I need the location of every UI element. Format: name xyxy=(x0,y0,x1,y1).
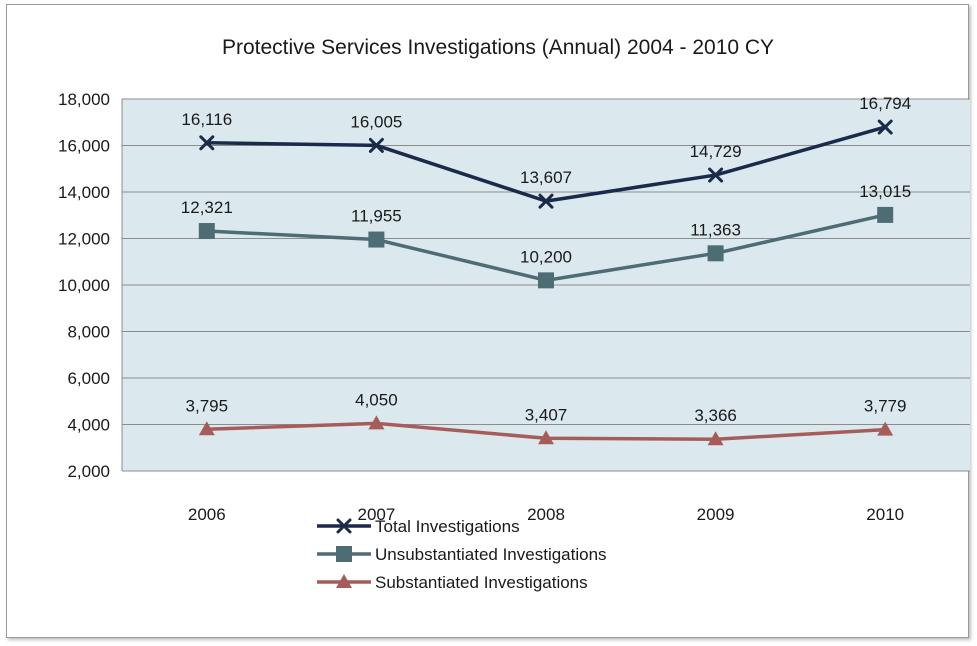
data-label: 16,116 xyxy=(181,110,232,129)
series-group xyxy=(198,119,894,446)
legend-marker xyxy=(336,518,352,534)
y-tick-label: 16,000 xyxy=(58,137,110,156)
data-point xyxy=(538,193,554,209)
data-point xyxy=(368,137,384,153)
data-label: 3,795 xyxy=(186,396,229,415)
data-point xyxy=(707,431,724,446)
legend: Total Investigations Unsubstantiated Inve… xyxy=(317,517,607,592)
marker-stroke xyxy=(368,137,384,153)
x-tick-label: 2006 xyxy=(188,505,226,524)
legend-label: Total Investigations xyxy=(375,517,520,536)
data-label: 3,407 xyxy=(525,405,568,424)
data-label: 4,050 xyxy=(355,390,398,409)
x-tick-label: 2007 xyxy=(357,505,395,524)
y-tick-label: 10,000 xyxy=(58,276,110,295)
data-point xyxy=(877,119,893,135)
data-point xyxy=(199,135,215,151)
y-tick-label: 6,000 xyxy=(67,369,110,388)
data-label: 14,729 xyxy=(690,142,742,161)
y-tick-label: 18,000 xyxy=(58,90,110,109)
x-tick-label: 2008 xyxy=(527,505,565,524)
data-point xyxy=(877,206,894,223)
y-tick-label: 14,000 xyxy=(58,183,110,202)
data-point xyxy=(707,245,724,262)
line-chart: Protective Services Investigations (Annu… xyxy=(58,36,970,592)
data-point xyxy=(708,167,724,183)
data-point xyxy=(538,272,554,289)
legend-label: Substantiated Investigations xyxy=(375,573,588,592)
plot-area xyxy=(122,98,970,472)
data-label: 10,200 xyxy=(520,247,572,266)
data-label: 11,363 xyxy=(690,220,741,239)
marker-stroke xyxy=(336,518,352,534)
y-tick-label: 2,000 xyxy=(67,462,110,481)
axes: 2,000 4,000 6,000 8,000 10,000 12,000 14,000 16… xyxy=(58,90,970,524)
data-label: 16,794 xyxy=(859,94,911,113)
marker-stroke xyxy=(708,167,724,183)
data-label: 16,005 xyxy=(350,112,402,131)
legend-marker xyxy=(336,546,352,562)
y-tick-label: 12,000 xyxy=(58,230,110,249)
y-tick-label: 8,000 xyxy=(67,323,110,342)
x-tick-label: 2010 xyxy=(866,505,904,524)
data-label: 3,779 xyxy=(864,397,907,416)
data-point xyxy=(538,430,554,445)
data-point xyxy=(877,421,894,436)
data-point xyxy=(198,421,215,436)
legend-marker xyxy=(336,574,352,588)
data-point xyxy=(368,231,385,248)
marker-stroke xyxy=(538,193,554,209)
data-labels: 16,116 16,005 13,607 14,729 16,794 12,321 11,9… xyxy=(181,94,911,425)
chart-title: Protective Services Investigations (Annu… xyxy=(222,36,774,59)
data-point xyxy=(368,415,385,430)
x-tick-label: 2009 xyxy=(697,505,735,524)
legend-label: Unsubstantiated Investigations xyxy=(375,545,607,564)
data-point xyxy=(198,223,215,240)
marker-stroke xyxy=(199,135,215,151)
data-label: 13,015 xyxy=(859,182,911,201)
chart-frame: Protective Services Investigations (Annu… xyxy=(6,4,970,638)
data-label: 3,366 xyxy=(694,406,737,425)
y-tick-label: 4,000 xyxy=(67,416,110,435)
data-label: 13,607 xyxy=(520,168,572,187)
marker-stroke xyxy=(877,119,893,135)
data-label: 11,955 xyxy=(351,207,402,226)
data-label: 12,321 xyxy=(181,198,233,217)
